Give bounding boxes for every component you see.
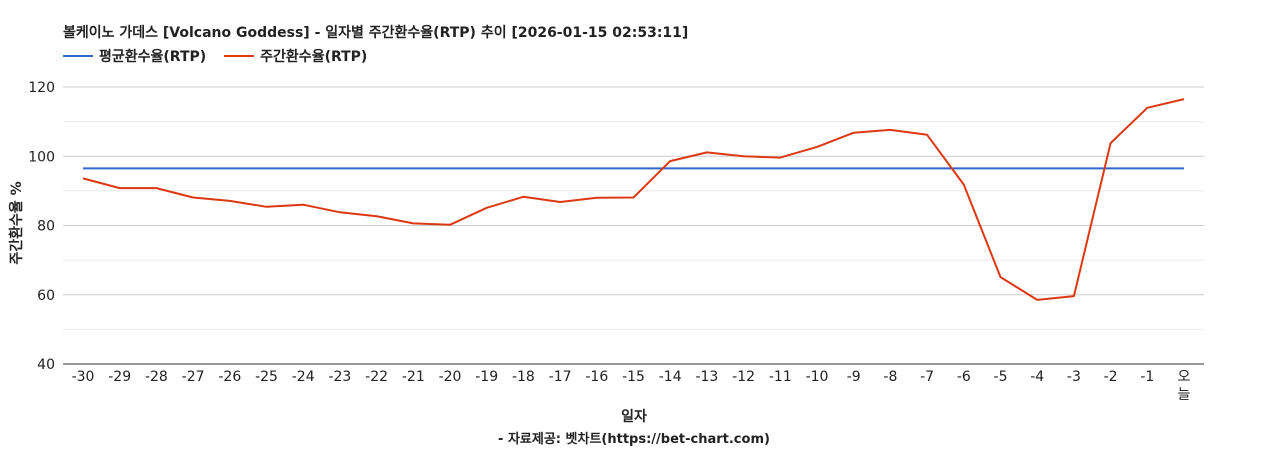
x-tick-label: -27 [182,369,205,385]
x-tick-label: -1 [1140,369,1154,385]
x-tick-label: -19 [475,369,498,385]
x-tick-label: -8 [883,369,897,385]
x-tick-label: -15 [622,369,645,385]
x-tick-label: -17 [549,369,572,385]
legend-label-average: 평균환수율(RTP) [99,49,207,65]
x-tick-label: -10 [806,369,829,385]
series-line-weekly [82,98,1185,301]
legend-item-weekly[interactable]: 주간환수율(RTP) [224,46,367,66]
x-tick-label: -5 [994,369,1008,385]
chart-title: 볼케이노 가데스 [Volcano Goddess] - 일자별 주간환수율(R… [63,25,689,41]
x-tick-label: -20 [439,369,462,385]
source-note: - 자료제공: 벳차트(https://bet-chart.com) [498,432,770,447]
x-tick-label: -22 [365,369,388,385]
legend: 평균환수율(RTP) 주간환수율(RTP) [63,46,385,66]
y-tick-label: 100 [28,149,55,165]
x-axis-title: 일자 [621,409,647,425]
x-tick-label: -6 [957,369,971,385]
x-tick-label: -3 [1067,369,1081,385]
legend-swatch-weekly [224,55,255,57]
x-tick-label: -21 [402,369,425,385]
x-tick-label: -7 [920,369,934,385]
legend-label-weekly: 주간환수율(RTP) [260,49,368,65]
y-tick-label: 120 [28,80,55,96]
x-tick-label: -9 [847,369,861,385]
x-tick-label: -26 [218,369,241,385]
x-tick-label: -30 [72,369,95,385]
x-tick-label: -29 [108,369,131,385]
x-tick-label: -23 [328,369,351,385]
y-tick-label: 40 [37,357,55,373]
x-tick-label: -13 [695,369,718,385]
legend-swatch-average [63,55,93,57]
x-tick-label: -14 [659,369,682,385]
legend-item-average[interactable]: 평균환수율(RTP) [63,46,206,66]
y-tick-label: 80 [37,219,55,235]
x-tick-label: -12 [732,369,755,385]
x-tick-label: -18 [512,369,535,385]
x-tick-label: -24 [292,369,315,385]
x-tick-label: -16 [585,369,608,385]
x-tick-label: -4 [1030,369,1044,385]
x-tick-label: -25 [255,369,278,385]
y-axis-title: 주간환수율 % [9,181,25,265]
x-tick-label: -2 [1104,369,1118,385]
x-tick-label: -11 [769,369,792,385]
y-tick-label: 60 [37,288,55,304]
x-tick-label: -28 [145,369,168,385]
